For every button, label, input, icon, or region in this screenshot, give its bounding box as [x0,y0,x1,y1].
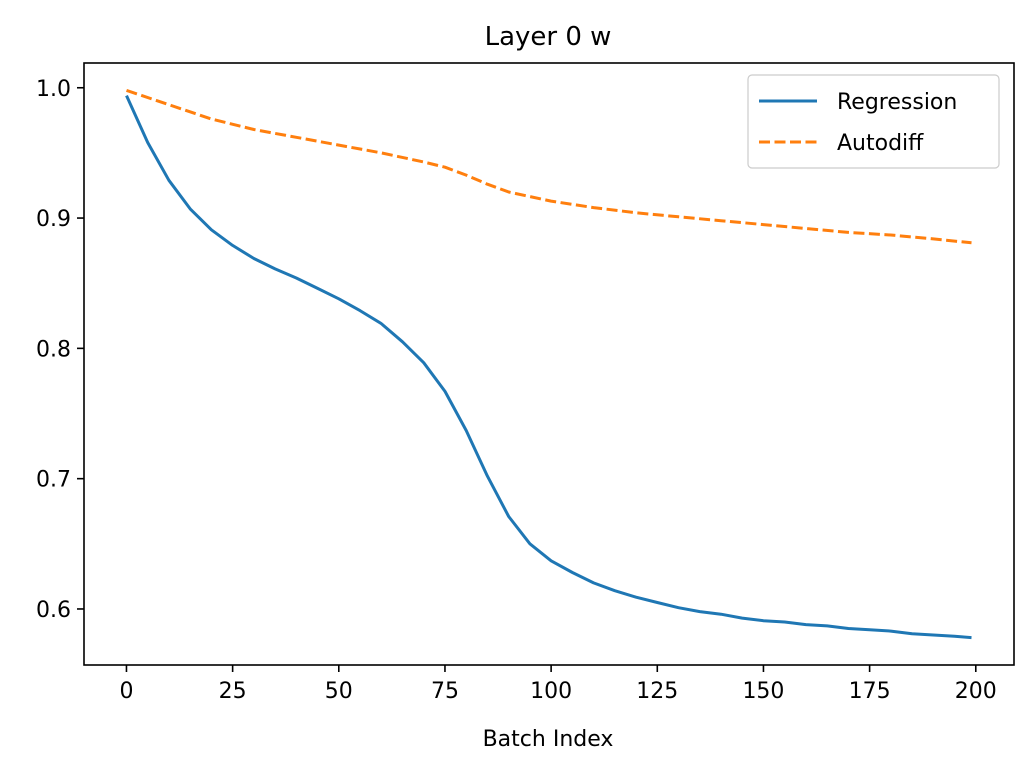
y-tick-label: 0.9 [36,207,71,232]
legend-box [747,74,1000,169]
x-axis: 0 25 50 75 100 125 150 175 200 [119,665,997,704]
x-tick-label: 100 [530,679,572,704]
legend: Regression Autodiff [747,74,1000,169]
y-tick-label: 0.6 [36,598,71,623]
x-tick-label: 75 [431,679,459,704]
x-axis-label: Batch Index [483,727,614,752]
x-tick-label: 200 [955,679,997,704]
plot-area-frame [83,62,1015,666]
series-line-regression [125,94,972,640]
legend-label-regression: Regression [837,90,957,115]
x-tick-label: 0 [119,679,133,704]
x-tick-label: 25 [219,679,247,704]
legend-label-autodiff: Autodiff [837,131,924,156]
y-axis: 0.6 0.7 0.8 0.9 1.0 [36,77,84,623]
x-tick-label: 150 [742,679,784,704]
chart-title: Layer 0 w [485,22,612,52]
series-layer [125,88,972,640]
series-line-autodiff [126,88,972,245]
y-tick-label: 1.0 [36,77,71,102]
y-tick-label: 0.8 [36,337,71,362]
x-tick-label: 175 [849,679,891,704]
x-tick-label: 50 [325,679,353,704]
x-tick-label: 125 [636,679,678,704]
y-tick-label: 0.7 [36,468,71,493]
